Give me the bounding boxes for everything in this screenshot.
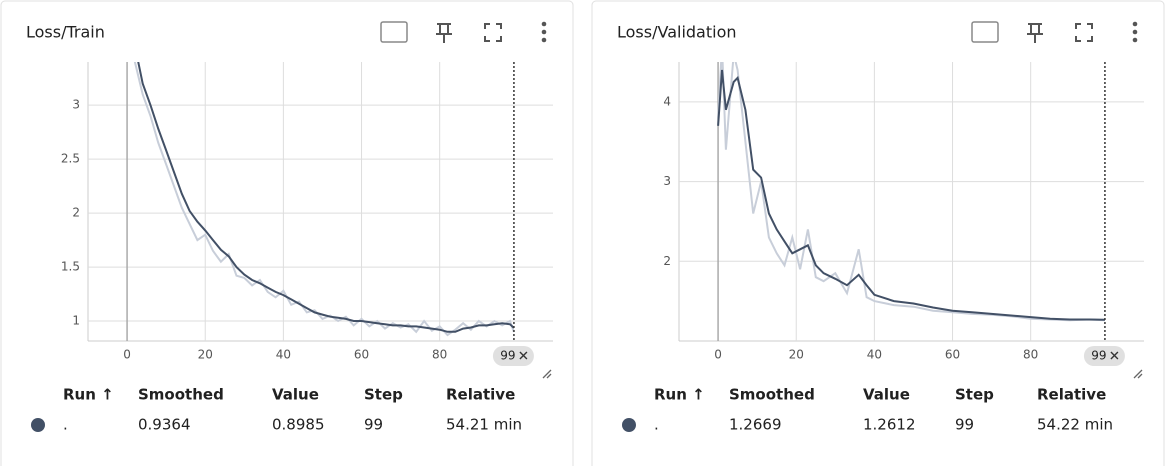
x-tick-label: 20	[198, 348, 213, 362]
value-header: Value	[272, 386, 319, 404]
x-tick-label: 0	[714, 348, 722, 362]
run-name: .	[654, 416, 659, 434]
menu-button[interactable]	[1132, 21, 1138, 27]
step-cell: 99	[364, 416, 383, 434]
menu-button[interactable]	[541, 37, 547, 43]
card	[0, 0, 574, 470]
chart-title: Loss/Train	[26, 23, 105, 42]
y-tick-label: 4	[663, 94, 671, 108]
relative-cell: 54.22 min	[1037, 416, 1113, 434]
x-tick-label: 60	[354, 348, 369, 362]
smoothed-cell: 1.2669	[729, 416, 782, 434]
relative-header: Relative	[1037, 386, 1106, 404]
smoothed-line	[717, 69, 1105, 321]
step-chip-label: 99	[1091, 349, 1106, 363]
resize-handle[interactable]	[542, 369, 552, 379]
menu-button[interactable]	[541, 29, 547, 35]
menu-button[interactable]	[541, 21, 547, 27]
y-tick-label: 1.5	[61, 260, 80, 274]
step-chip-close[interactable]	[519, 351, 528, 360]
x-tick-label: 20	[789, 348, 804, 362]
smoothed-header: Smoothed	[729, 386, 815, 404]
y-tick-label: 2	[663, 254, 671, 268]
smoothed-cell: 0.9364	[138, 416, 191, 434]
step-cell: 99	[955, 416, 974, 434]
value-cell: 1.2612	[863, 416, 916, 434]
resize-handle[interactable]	[1133, 369, 1143, 379]
run-color-dot	[31, 418, 45, 432]
menu-button[interactable]	[1132, 37, 1138, 43]
run-header[interactable]: Run ↑	[63, 386, 114, 404]
plot	[717, 62, 1105, 322]
toolbar	[380, 21, 547, 43]
y-tick-label: 1	[72, 314, 80, 328]
step-chip-close[interactable]	[1110, 351, 1119, 360]
toolbar	[971, 21, 1138, 43]
y-tick-label: 3	[72, 98, 80, 112]
run-header[interactable]: Run ↑	[654, 386, 705, 404]
smoothed-line	[137, 62, 515, 333]
y-tick-label: 2.5	[61, 152, 80, 166]
value-header: Value	[863, 386, 910, 404]
pin-button[interactable]	[1027, 23, 1043, 43]
run-name: .	[63, 416, 68, 434]
card	[591, 0, 1165, 470]
relative-header: Relative	[446, 386, 515, 404]
chart-title: Loss/Validation	[617, 23, 737, 42]
x-tick-label: 0	[123, 348, 131, 362]
plot	[133, 62, 515, 337]
run-color-dot	[622, 418, 636, 432]
step-chip	[1083, 346, 1125, 366]
fit-domain-button[interactable]	[380, 21, 408, 43]
fullscreen-button[interactable]	[1075, 23, 1093, 42]
x-tick-label: 60	[945, 348, 960, 362]
menu-button[interactable]	[1132, 29, 1138, 35]
value-cell: 0.8985	[272, 416, 325, 434]
fullscreen-button[interactable]	[484, 23, 502, 42]
smoothed-header: Smoothed	[138, 386, 224, 404]
fit-domain-button[interactable]	[971, 21, 999, 43]
x-tick-label: 40	[276, 348, 291, 362]
step-header: Step	[364, 386, 403, 404]
relative-cell: 54.21 min	[446, 416, 522, 434]
x-tick-label: 80	[432, 348, 447, 362]
pin-button[interactable]	[436, 23, 452, 43]
y-tick-label: 3	[663, 174, 671, 188]
x-tick-label: 80	[1023, 348, 1038, 362]
step-header: Step	[955, 386, 994, 404]
y-tick-label: 2	[72, 206, 80, 220]
step-chip-label: 99	[500, 349, 515, 363]
step-chip	[492, 346, 534, 366]
x-tick-label: 40	[867, 348, 882, 362]
